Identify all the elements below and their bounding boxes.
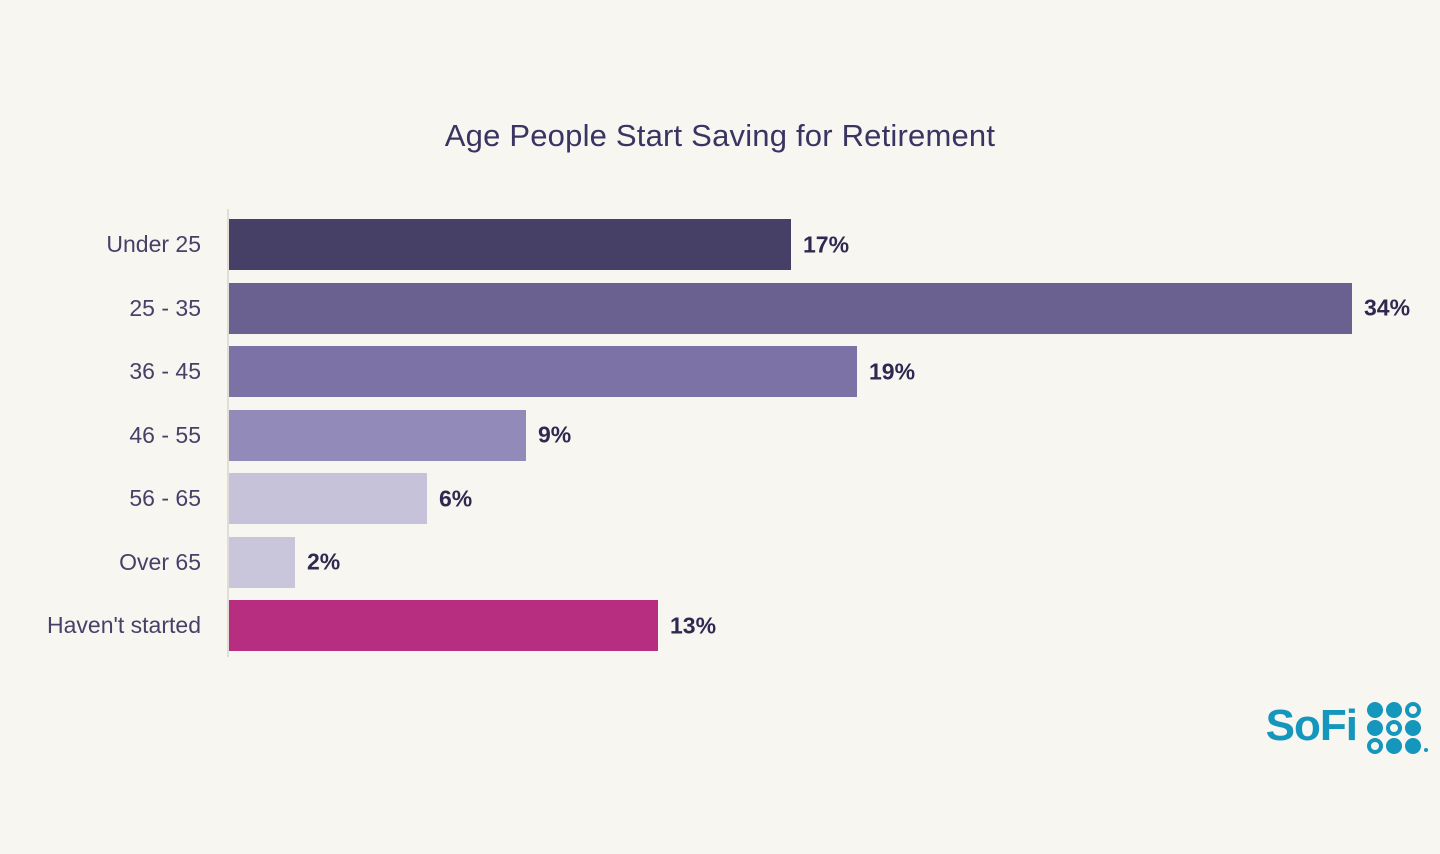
y-axis-line [227,209,229,657]
bar [229,219,791,270]
logo-dot-filled [1405,738,1421,754]
bar-row: 36 - 45 19% [0,346,1440,397]
logo-dot-ring [1367,738,1383,754]
logo-dot-filled [1386,702,1402,718]
bar-row: 56 - 65 6% [0,473,1440,524]
value-label: 2% [307,548,341,575]
value-label: 9% [538,421,572,448]
bar [229,346,857,397]
logo-dot-filled [1367,702,1383,718]
value-label: 6% [439,485,473,511]
logo-dot-filled [1405,720,1421,736]
value-label: 13% [670,612,717,638]
bar [229,600,658,651]
bar-row: Under 25 17% [0,219,1440,270]
bar-track: 13% [229,600,1440,651]
sofi-logo: SoFi [1266,702,1428,754]
category-label: Over 65 [119,548,201,575]
category-label: 56 - 65 [129,485,201,511]
bar-track: 34% [229,282,1440,334]
logo-dot-ring [1405,702,1421,718]
bar-row: Over 65 2% [0,536,1440,588]
bar-track: 17% [229,219,1440,270]
bar [229,536,295,588]
bar-track: 9% [229,409,1440,461]
category-label: 46 - 55 [129,421,201,448]
bar-row: 46 - 55 9% [0,409,1440,461]
category-label: Under 25 [106,231,201,257]
bar-track: 2% [229,536,1440,588]
bar [229,409,526,461]
logo-dot-filled [1386,738,1402,754]
category-label: 36 - 45 [129,358,201,384]
sofi-wordmark: SoFi [1265,701,1358,750]
logo-dot-ring [1386,720,1402,736]
value-label: 17% [803,231,850,257]
bar-row: Haven't started 13% [0,600,1440,651]
bar-track: 6% [229,473,1440,524]
bar-chart: Under 25 17% 25 - 35 34% 36 - 45 19% 46 … [0,219,1440,651]
value-label: 34% [1364,294,1411,321]
sofi-dot-grid-icon [1367,702,1421,754]
logo-dot-filled [1367,720,1383,736]
value-label: 19% [869,358,916,384]
bar-row: 25 - 35 34% [0,282,1440,334]
category-label: 25 - 35 [129,294,201,321]
trademark-dot [1424,748,1428,752]
chart-title: Age People Start Saving for Retirement [444,118,996,153]
bar [229,473,427,524]
category-label: Haven't started [47,612,201,638]
bar-track: 19% [229,346,1440,397]
bar [229,282,1352,334]
